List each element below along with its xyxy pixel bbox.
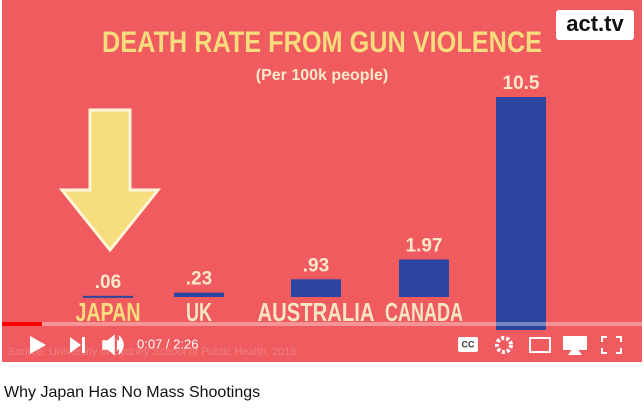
- time-display: 0:07 / 2:26: [137, 336, 198, 351]
- cast-button[interactable]: [563, 336, 587, 355]
- theater-button[interactable]: [529, 337, 551, 353]
- captions-button[interactable]: [458, 337, 478, 352]
- chart-title: DEATH RATE FROM GUN VIOLENCE: [102, 26, 542, 59]
- progress-track[interactable]: [2, 322, 642, 326]
- progress-played: [2, 322, 42, 326]
- settings-button[interactable]: [495, 336, 513, 354]
- volume-button[interactable]: [102, 334, 124, 356]
- chart: .06 JAPAN .23 UK .93 AUSTRALIA 1.97 CANADA 10.5 U…: [76, 73, 546, 330]
- logo: act.tv: [566, 11, 624, 36]
- source-note: Source: University of Sydney School of P…: [8, 346, 300, 358]
- bar: [399, 259, 449, 297]
- next-button[interactable]: [70, 337, 85, 353]
- value-label: .23: [186, 269, 212, 290]
- value-label: 10.5: [503, 73, 540, 94]
- category-label: JAPAN: [76, 297, 141, 327]
- bar: [174, 292, 224, 297]
- category-label: CANADA: [385, 297, 463, 327]
- logo-box: [556, 10, 634, 40]
- play-button[interactable]: [30, 336, 46, 354]
- video-title: Why Japan Has No Mass Shootings: [4, 384, 260, 401]
- bar: [291, 279, 341, 297]
- arrow: [58, 108, 162, 253]
- category-label: US: [508, 297, 534, 327]
- value-label: 1.97: [406, 235, 443, 256]
- bar: [496, 97, 546, 330]
- captions-label: CC: [462, 339, 475, 349]
- fullscreen-button[interactable]: [601, 336, 622, 354]
- value-label: .06: [95, 272, 121, 293]
- category-label: AUSTRALIA: [258, 297, 375, 327]
- value-label: .93: [303, 255, 329, 276]
- chart-subtitle: (Per 100k people): [256, 67, 389, 84]
- category-label: UK: [186, 297, 212, 327]
- bar: [83, 295, 133, 298]
